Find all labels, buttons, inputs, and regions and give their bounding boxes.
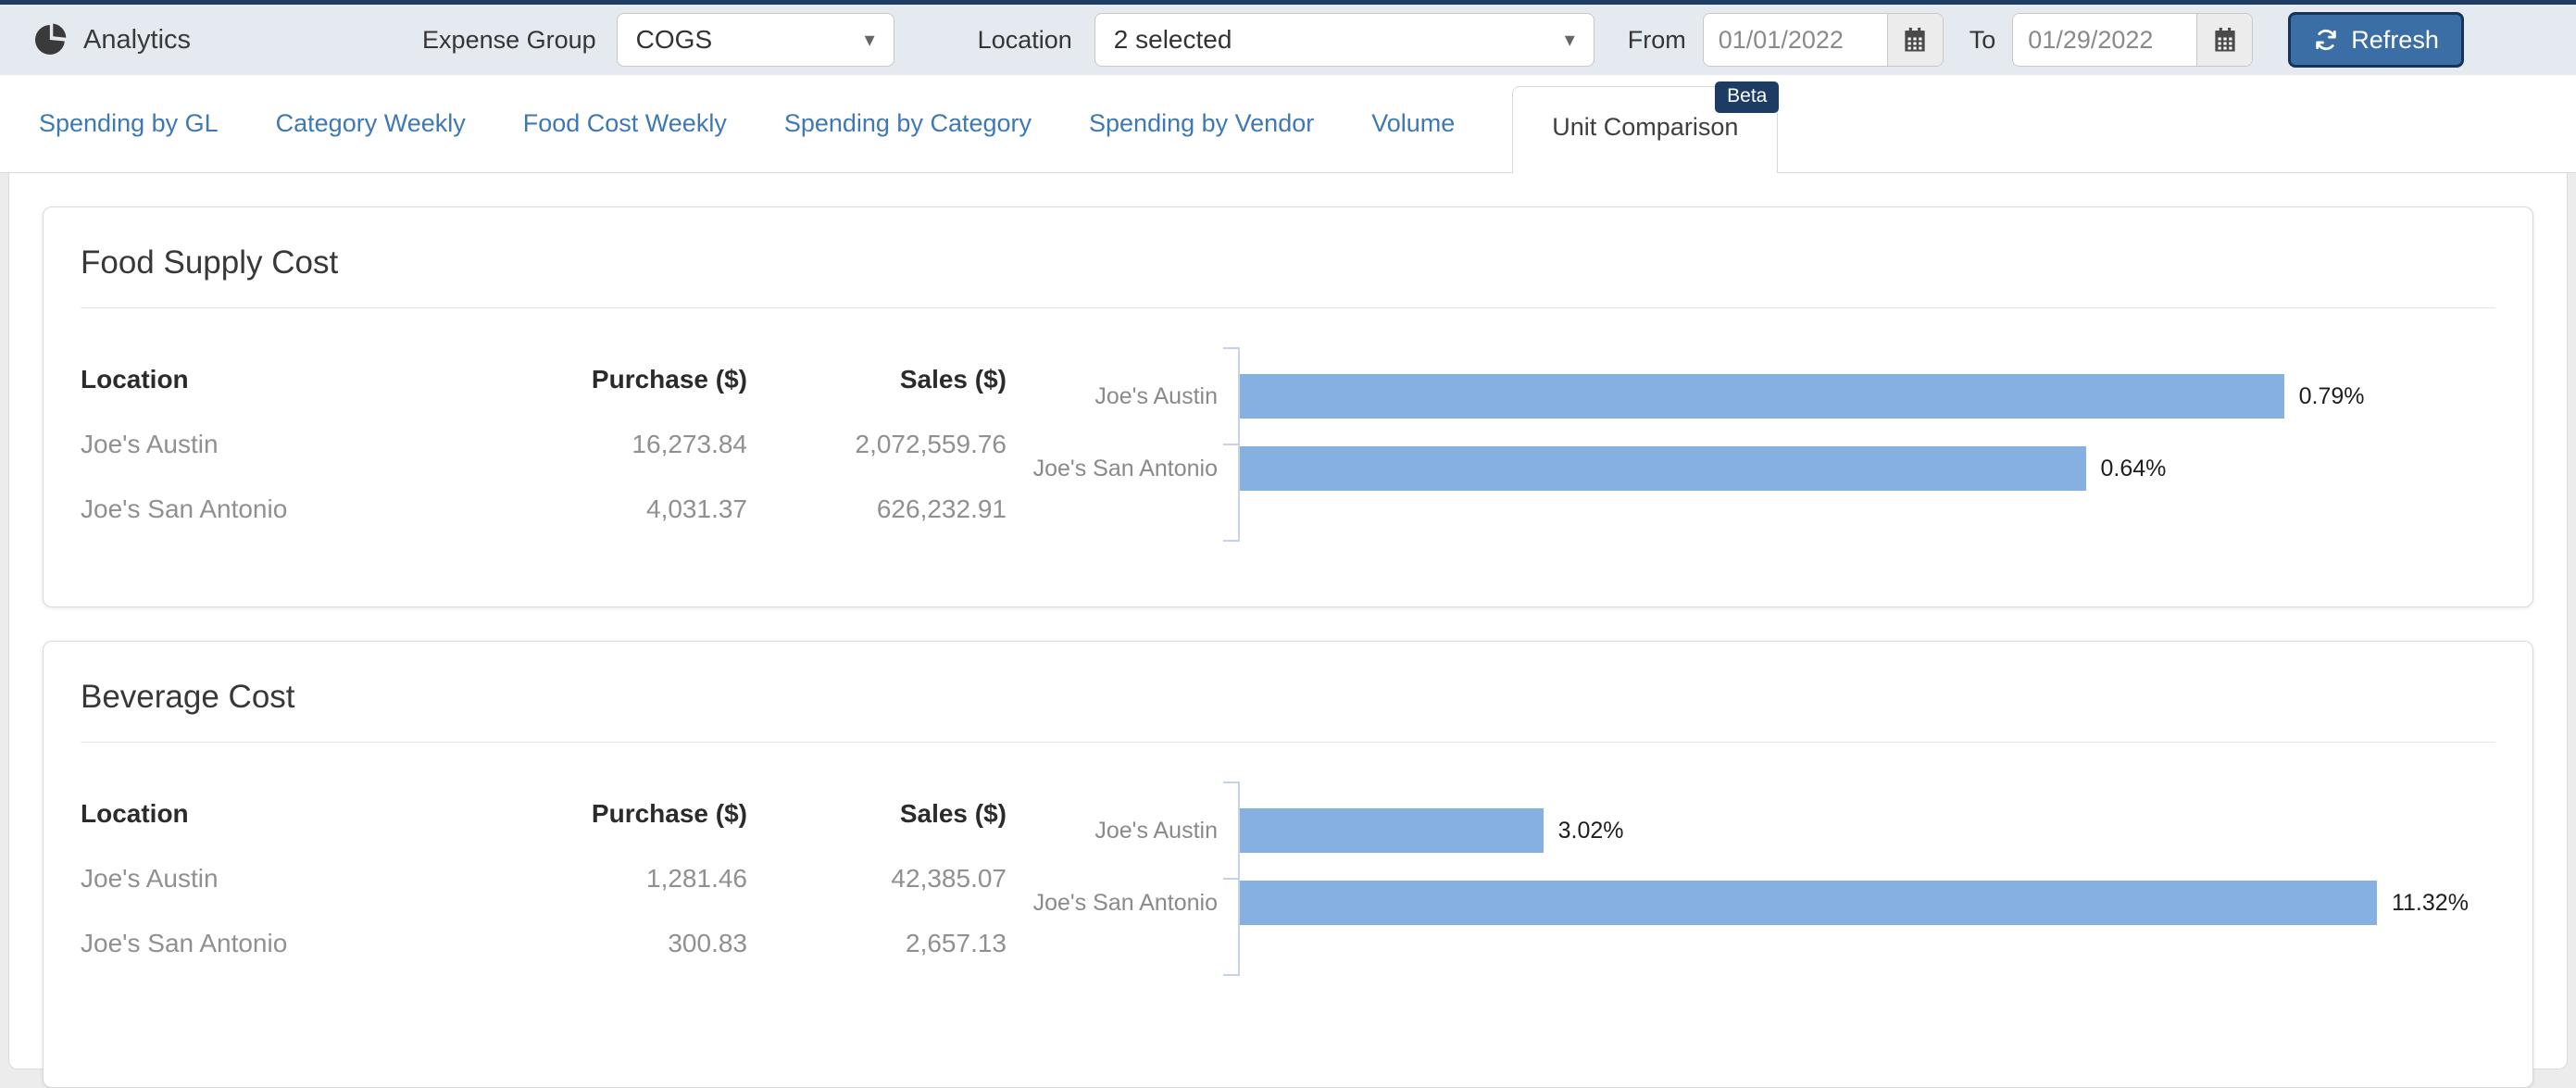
column-header-purchase: Purchase ($) <box>591 799 747 828</box>
beverage-cost-bar-chart: Joe's Austin Joe's San Antonio 3.02% 11.… <box>1007 782 2495 976</box>
card-body: Location Purchase ($) Sales ($) Joe's Au… <box>81 308 2495 542</box>
to-date-input[interactable]: 01/29/2022 <box>2013 14 2197 66</box>
chart-plot-area: 3.02% 11.32% <box>1223 782 2495 976</box>
tab-spending-by-category[interactable]: Spending by Category <box>783 109 1032 137</box>
beverage-cost-table: Location Purchase ($) Sales ($) Joe's Au… <box>81 782 1007 976</box>
chart-category-label: Joe's Austin <box>1094 382 1218 409</box>
top-accent-strip <box>0 0 2576 5</box>
toolbar: Analytics Expense Group COGS ▾ Location … <box>0 5 2576 75</box>
beverage-cost-card: Beverage Cost Location Purchase ($) Sale… <box>43 641 2533 1088</box>
axis-tick <box>1223 974 1238 976</box>
cell-location: Joe's Austin <box>81 430 219 458</box>
bar <box>1240 881 2377 925</box>
cell-location: Joe's Austin <box>81 864 219 893</box>
beta-badge: Beta <box>1715 81 1780 113</box>
location-label: Location <box>977 25 1072 54</box>
axis-tick <box>1223 347 1238 349</box>
expense-group-select[interactable]: COGS ▾ <box>616 13 894 67</box>
axis-tick <box>1223 782 1238 783</box>
calendar-icon <box>1905 27 1925 52</box>
tab-unit-comparison-label: Unit Comparison <box>1552 113 1739 141</box>
cell-purchase: 1,281.46 <box>646 864 747 893</box>
table-header-row: Location Purchase ($) Sales ($) <box>81 347 1007 412</box>
app-brand: Analytics <box>33 22 191 57</box>
chart-category-label: Joe's San Antonio <box>1032 889 1218 916</box>
table-header-row: Location Purchase ($) Sales ($) <box>81 782 1007 846</box>
card-title: Beverage Cost <box>81 673 2495 743</box>
cell-sales: 42,385.07 <box>891 864 1007 893</box>
expense-group-label: Expense Group <box>422 25 596 54</box>
chart-category-label: Joe's Austin <box>1094 817 1218 844</box>
tab-content-panel: Food Supply Cost Location Purchase ($) S… <box>8 173 2568 1088</box>
tab-food-cost-weekly[interactable]: Food Cost Weekly <box>522 109 727 137</box>
cell-sales: 2,657.13 <box>906 929 1007 957</box>
cell-location: Joe's San Antonio <box>81 929 288 957</box>
chevron-down-icon: ▾ <box>1564 28 1575 51</box>
tab-spending-by-gl[interactable]: Spending by GL <box>39 109 219 137</box>
chart-bar-row: 0.64% <box>1240 432 2495 505</box>
table-row: Joe's San Antonio 4,031.37 626,232.91 <box>81 477 1007 542</box>
bar <box>1240 808 1544 853</box>
location-value: 2 selected <box>1113 25 1232 54</box>
calendar-icon <box>2215 27 2235 52</box>
tab-category-weekly[interactable]: Category Weekly <box>275 109 466 137</box>
table-row: Joe's Austin 1,281.46 42,385.07 <box>81 846 1007 911</box>
bar-value-label: 0.79% <box>2298 382 2365 409</box>
chart-bar-row: 0.79% <box>1240 360 2495 432</box>
card-body: Location Purchase ($) Sales ($) Joe's Au… <box>81 743 2495 976</box>
refresh-icon <box>2316 29 2337 51</box>
cell-sales: 2,072,559.76 <box>855 430 1007 458</box>
bar <box>1240 446 2086 491</box>
bar-value-label: 11.32% <box>2391 889 2469 916</box>
chart-bar-row: 3.02% <box>1240 794 2495 867</box>
to-calendar-button[interactable] <box>2196 14 2253 66</box>
cell-location: Joe's San Antonio <box>81 494 288 523</box>
chart-category-labels: Joe's Austin Joe's San Antonio <box>1025 782 1238 976</box>
from-date-group: 01/01/2022 <box>1702 13 1944 67</box>
from-label: From <box>1627 25 1686 54</box>
tab-bar: Spending by GL Category Weekly Food Cost… <box>0 75 2576 173</box>
bar <box>1240 374 2284 419</box>
refresh-label: Refresh <box>2351 25 2439 54</box>
to-label: To <box>1969 25 1996 54</box>
axis-tick <box>1223 444 1238 445</box>
column-header-location: Location <box>81 365 189 394</box>
pie-chart-icon <box>34 23 67 55</box>
bar-value-label: 3.02% <box>1557 817 1624 844</box>
location-select[interactable]: 2 selected ▾ <box>1094 13 1594 67</box>
axis-tick <box>1223 540 1238 542</box>
table-row: Joe's Austin 16,273.84 2,072,559.76 <box>81 412 1007 477</box>
expense-group-value: COGS <box>635 25 713 54</box>
card-title: Food Supply Cost <box>81 239 2495 308</box>
axis-tick <box>1223 878 1238 880</box>
chart-bar-row: 11.32% <box>1240 867 2495 939</box>
food-supply-cost-table: Location Purchase ($) Sales ($) Joe's Au… <box>81 347 1007 542</box>
food-supply-cost-card: Food Supply Cost Location Purchase ($) S… <box>43 206 2533 607</box>
column-header-sales: Sales ($) <box>899 365 1007 394</box>
table-row: Joe's San Antonio 300.83 2,657.13 <box>81 911 1007 976</box>
cell-sales: 626,232.91 <box>876 494 1007 523</box>
tab-volume[interactable]: Volume <box>1371 109 1456 137</box>
refresh-button[interactable]: Refresh <box>2288 12 2464 68</box>
column-header-location: Location <box>81 799 189 828</box>
cell-purchase: 16,273.84 <box>631 430 747 458</box>
cell-purchase: 300.83 <box>668 929 747 957</box>
cell-purchase: 4,031.37 <box>646 494 747 523</box>
to-date-group: 01/29/2022 <box>2012 13 2254 67</box>
from-calendar-button[interactable] <box>1886 14 1943 66</box>
from-date-input[interactable]: 01/01/2022 <box>1703 14 1887 66</box>
chart-plot-area: 0.79% 0.64% <box>1223 347 2495 542</box>
chart-category-labels: Joe's Austin Joe's San Antonio <box>1025 347 1238 542</box>
page-title: Analytics <box>83 24 192 55</box>
tab-unit-comparison[interactable]: Unit Comparison Beta <box>1512 81 1780 173</box>
column-header-sales: Sales ($) <box>899 799 1007 828</box>
food-supply-cost-bar-chart: Joe's Austin Joe's San Antonio 0.79% 0.6… <box>1007 347 2495 542</box>
bar-value-label: 0.64% <box>2100 455 2167 481</box>
column-header-purchase: Purchase ($) <box>591 365 747 394</box>
tab-spending-by-vendor[interactable]: Spending by Vendor <box>1089 109 1315 137</box>
chart-category-label: Joe's San Antonio <box>1032 455 1218 481</box>
chevron-down-icon: ▾ <box>864 28 875 51</box>
